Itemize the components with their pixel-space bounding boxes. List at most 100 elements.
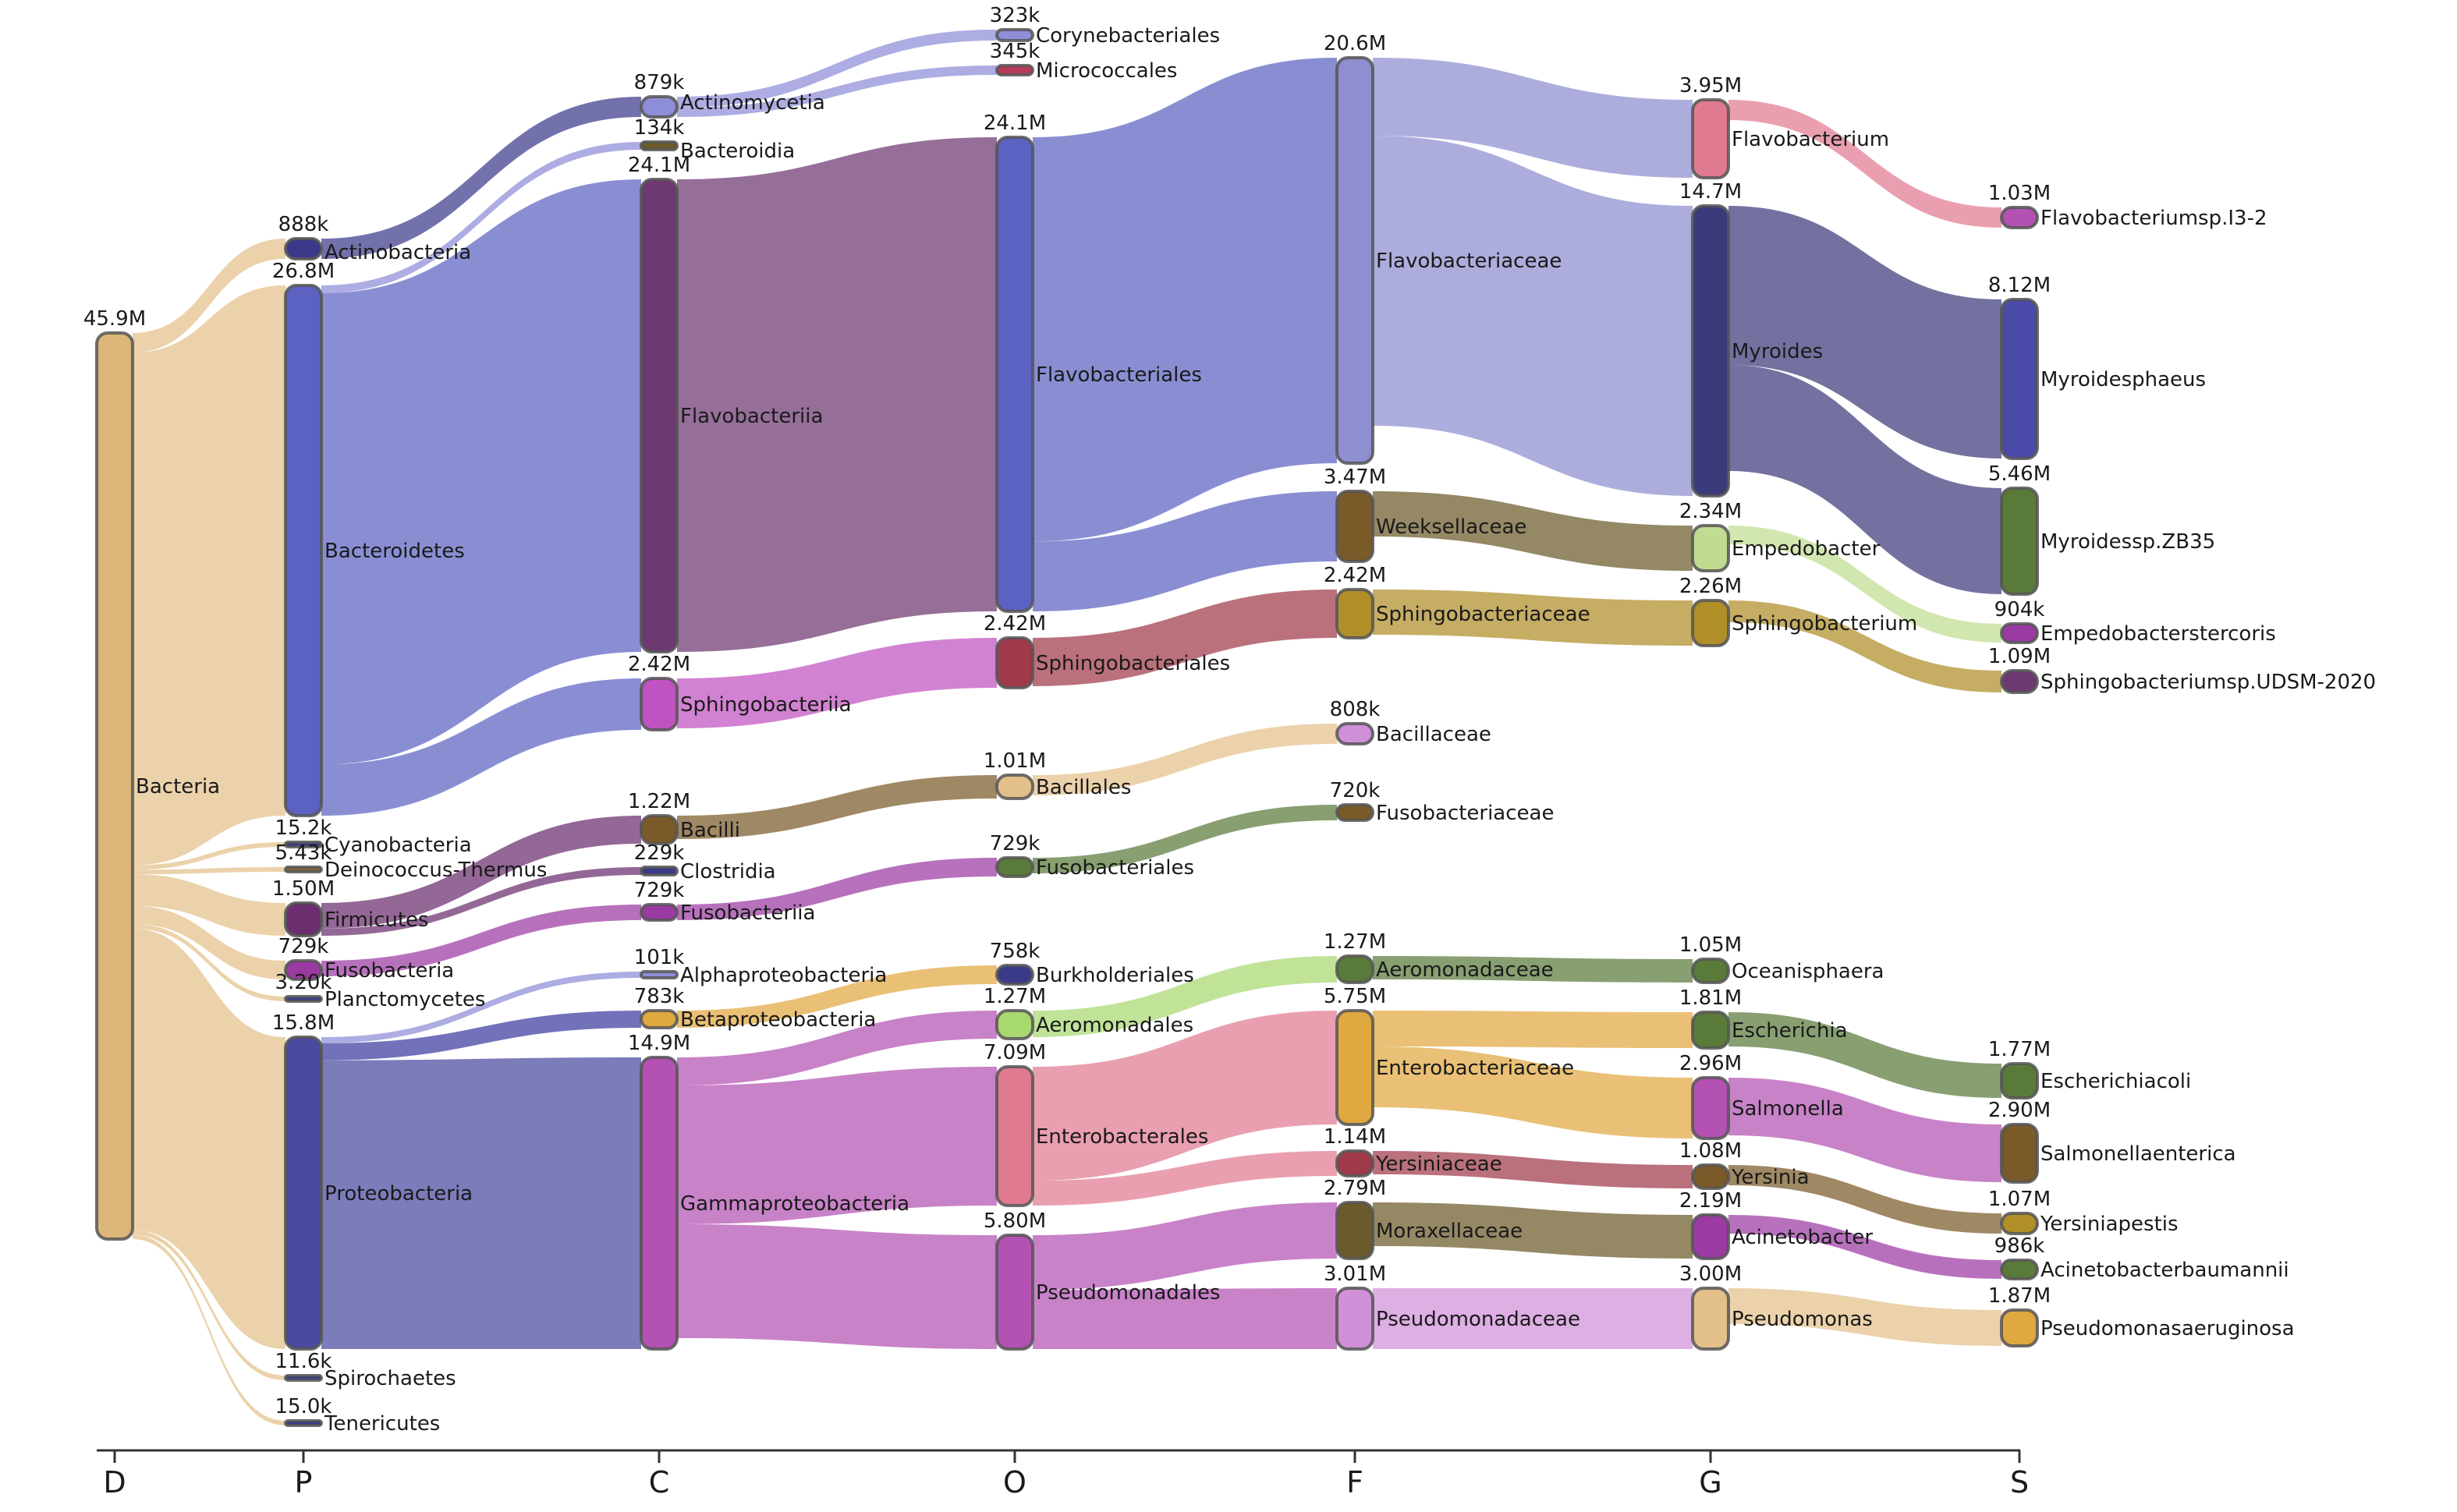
node-bar-sphingobacteriia[interactable] (640, 677, 679, 731)
node-bar-enterobacteriaceae[interactable] (1335, 1009, 1374, 1126)
node-bar-gammaproteobacteria[interactable] (640, 1056, 679, 1351)
node-acinetobacter[interactable]: Acinetobacter 2.19M (1679, 1189, 1874, 1260)
node-aeromonadales[interactable]: Aeromonadales 1.27M (984, 985, 1193, 1040)
node-bar-a_baumannii[interactable] (2000, 1259, 2039, 1280)
node-p_aeruginosa[interactable]: Pseudomonasaeruginosa 1.87M (1988, 1284, 2295, 1347)
node-bar-aeromonadales[interactable] (995, 1009, 1034, 1040)
node-sphingobacteriales[interactable]: Sphingobacteriales 2.42M (984, 612, 1230, 689)
node-bar-flavobacteriia[interactable] (640, 178, 679, 653)
node-bar-bacillaceae[interactable] (1335, 722, 1374, 745)
node-bar-bacteroidetes[interactable] (284, 284, 323, 817)
node-firmicutes[interactable]: Firmicutes 1.50M (272, 877, 429, 937)
node-bar-sphingobacteriales[interactable] (995, 636, 1034, 689)
node-bar-flavobacteriales[interactable] (995, 136, 1034, 613)
node-bar-pseudomonadaceae[interactable] (1335, 1287, 1374, 1351)
node-sphingobacteriaceae[interactable]: Sphingobacteriaceae 2.42M (1324, 564, 1590, 639)
node-bacillales[interactable]: Bacillales 1.01M (984, 749, 1132, 800)
node-bar-weeksellaceae[interactable] (1335, 490, 1374, 563)
node-bar-y_pestis[interactable] (2000, 1212, 2039, 1235)
node-bar-planctomycetes[interactable] (284, 995, 323, 1003)
node-bar-yersinia[interactable] (1691, 1163, 1730, 1190)
node-flavobacteriaceae[interactable]: Flavobacteriaceae 20.6M (1324, 32, 1562, 465)
node-bacteroidetes[interactable]: Bacteroidetes 26.8M (272, 260, 465, 817)
node-bar-flavobacteriaceae[interactable] (1335, 56, 1374, 465)
node-oceanisphaera[interactable]: Oceanisphaera 1.05M (1679, 933, 1884, 984)
node-sphingobacterium_sp[interactable]: Sphingobacteriumsp.UDSM-2020 1.09M (1988, 645, 2376, 694)
node-weeksellaceae[interactable]: Weeksellaceae 3.47M (1324, 466, 1527, 563)
node-pseudomonadaceae[interactable]: Pseudomonadaceae 3.01M (1324, 1262, 1580, 1351)
node-bar-escherichia[interactable] (1691, 1011, 1730, 1050)
node-bar-acinetobacter[interactable] (1691, 1213, 1730, 1260)
node-bar-oceanisphaera[interactable] (1691, 958, 1730, 984)
node-bar-aeromonadaceae[interactable] (1335, 954, 1374, 984)
node-bar-bacilli[interactable] (640, 814, 679, 845)
node-bar-fusobacteria_p[interactable] (284, 959, 323, 981)
node-flavobacterium[interactable]: Flavobacterium 3.95M (1679, 74, 1889, 179)
node-empedobacter[interactable]: Empedobacter 2.34M (1679, 500, 1881, 572)
node-pseudomonadales[interactable]: Pseudomonadales 5.80M (984, 1209, 1221, 1351)
node-bar-sphingobacterium[interactable] (1691, 599, 1730, 647)
node-bar-actinomycetia[interactable] (640, 95, 679, 119)
node-bar-deinococcus[interactable] (284, 866, 323, 873)
node-bar-empedobacter[interactable] (1691, 524, 1730, 572)
node-moraxellaceae[interactable]: Moraxellaceae 2.79M (1324, 1177, 1523, 1260)
node-e_coli[interactable]: Escherichiacoli 1.77M (1988, 1038, 2191, 1099)
node-flavobacteriia[interactable]: Flavobacteriia 24.1M (628, 154, 824, 653)
node-yersinia[interactable]: Yersinia 1.08M (1679, 1139, 1810, 1190)
node-bar-actinobacteria[interactable] (284, 237, 323, 260)
node-salmonella[interactable]: Salmonella 2.96M (1679, 1052, 1844, 1140)
node-flavobacterium_sp[interactable]: Flavobacteriumsp.I3-21.03M (1988, 182, 2267, 230)
node-bar-myroides[interactable] (1691, 204, 1730, 498)
node-s_enterica[interactable]: Salmonellaenterica 2.90M (1988, 1099, 2236, 1184)
node-bacilli[interactable]: Bacilli 1.22M (628, 790, 740, 845)
node-sphingobacterium[interactable]: Sphingobacterium 2.26M (1679, 575, 1917, 647)
node-bar-spirochaetes[interactable] (284, 1374, 323, 1382)
node-yersiniaceae[interactable]: Yersiniaceae 1.14M (1324, 1125, 1502, 1177)
node-bar-clostridia[interactable] (640, 866, 679, 876)
node-gammaproteobacteria[interactable]: Gammaproteobacteria 14.9M (628, 1032, 909, 1351)
node-bar-sphingobacterium_sp[interactable] (2000, 669, 2039, 694)
node-enterobacterales[interactable]: Enterobacterales 7.09M (984, 1041, 1209, 1207)
node-bar-firmicutes[interactable] (284, 901, 323, 937)
node-bar-proteobacteria[interactable] (284, 1036, 323, 1351)
node-bar-myroides_phaeus[interactable] (2000, 298, 2039, 460)
node-bar-salmonella[interactable] (1691, 1076, 1730, 1140)
node-bar-bacteroidia[interactable] (640, 140, 679, 151)
node-bar-pseudomonas[interactable] (1691, 1287, 1730, 1351)
node-bar-tenericutes[interactable] (284, 1419, 323, 1427)
node-bar-micrococcales[interactable] (995, 64, 1034, 76)
node-bar-moraxellaceae[interactable] (1335, 1201, 1374, 1260)
node-bar-burkholderiales[interactable] (995, 964, 1034, 986)
node-myroides_phaeus[interactable]: Myroidesphaeus 8.12M (1988, 274, 2206, 460)
node-bar-p_aeruginosa[interactable] (2000, 1308, 2039, 1347)
node-aeromonadaceae[interactable]: Aeromonadaceae 1.27M (1324, 930, 1554, 984)
node-bar-flavobacterium_sp[interactable] (2000, 206, 2039, 229)
node-bar-fusobacteriaceae[interactable] (1335, 803, 1374, 822)
node-bar-bacillales[interactable] (995, 774, 1034, 800)
node-bar-empedobacter_st[interactable] (2000, 622, 2039, 644)
node-escherichia[interactable]: Escherichia 1.81M (1679, 986, 1848, 1050)
node-bar-flavobacterium[interactable] (1691, 98, 1730, 179)
node-myroides_zb35[interactable]: Myroidessp.ZB35 5.46M (1988, 462, 2215, 596)
node-actinobacteria[interactable]: Actinobacteria 888k (278, 213, 472, 264)
node-bar-bacteria[interactable] (95, 331, 134, 1241)
node-bar-myroides_zb35[interactable] (2000, 487, 2039, 596)
